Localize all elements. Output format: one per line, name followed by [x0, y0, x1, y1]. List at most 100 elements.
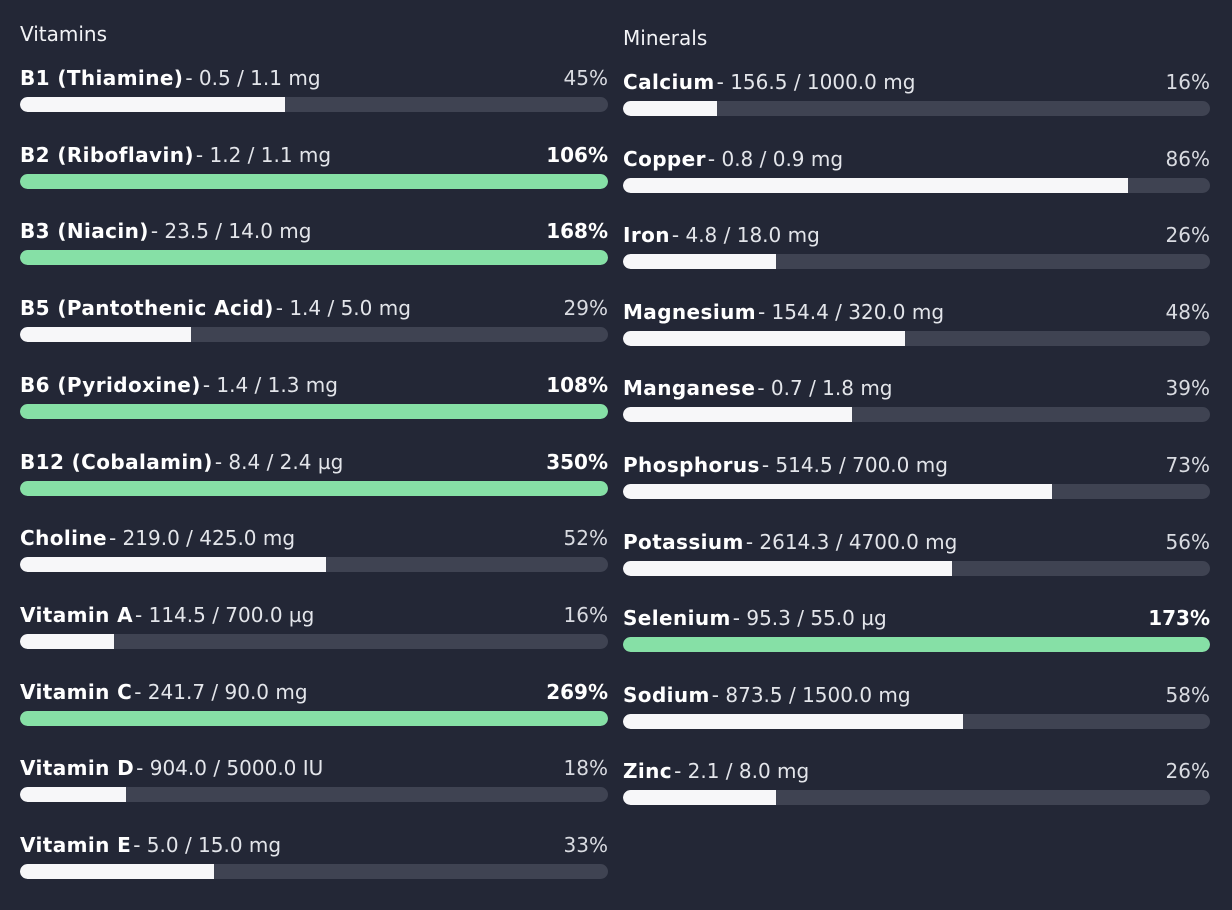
nutrient-percent: 39% — [1165, 376, 1210, 401]
nutrient-header: Potassium - 2614.3 / 4700.0 mg 56% — [623, 528, 1210, 556]
nutrient-amount: - 2614.3 / 4700.0 mg — [745, 529, 958, 554]
nutrient-name: Selenium — [623, 606, 731, 631]
nutrient-row-phosphorus: Phosphorus - 514.5 / 700.0 mg 73% — [623, 451, 1210, 507]
nutrient-header: Vitamin C- 241.7 / 90.0 mg 269% — [20, 678, 608, 706]
progress-track — [623, 637, 1210, 653]
nutrient-header: Sodium - 873.5 / 1500.0 mg 58% — [623, 681, 1210, 709]
progress-fill — [623, 101, 717, 116]
nutrient-header: Choline - 219.0 / 425.0 mg 52% — [20, 524, 608, 552]
progress-fill — [20, 864, 215, 879]
progress-track — [20, 403, 608, 419]
nutrient-amount: - 5.0 / 15.0 mg — [133, 833, 282, 857]
nutrient-header: Manganese - 0.7 / 1.8 mg 39% — [623, 374, 1210, 402]
nutrient-percent: 29% — [563, 296, 608, 321]
progress-fill — [20, 710, 608, 726]
nutrient-header: Iron - 4.8 / 18.0 mg 26% — [623, 221, 1210, 249]
nutrient-percent: 173% — [1148, 606, 1210, 631]
nutrient-header: B6 (Pyridoxine) - 1.4 / 1.3 mg 108% — [20, 371, 608, 399]
progress-track — [623, 484, 1210, 499]
nutrient-row-choline: Choline - 219.0 / 425.0 mg 52% — [20, 524, 608, 580]
nutrient-amount: - 241.7 / 90.0 mg — [134, 679, 308, 704]
progress-fill — [20, 633, 115, 649]
nutrient-name: Vitamin D — [20, 756, 135, 781]
nutrient-percent: 73% — [1165, 453, 1210, 477]
nutrient-amount: - 1.4 / 5.0 mg — [275, 296, 411, 321]
progress-fill — [20, 327, 191, 343]
nutrient-percent: 168% — [546, 219, 608, 244]
progress-track — [20, 864, 608, 879]
progress-fill — [20, 97, 285, 112]
progress-fill — [20, 173, 608, 189]
nutrient-amount: - 1.4 / 1.3 mg — [202, 372, 338, 397]
nutrient-percent: 56% — [1165, 529, 1210, 554]
progress-track — [20, 787, 608, 803]
minerals-title: Minerals — [623, 26, 708, 50]
nutrient-name: B12 (Cobalamin) — [20, 449, 213, 474]
nutrient-header: Calcium - 156.5 / 1000.0 mg 16% — [623, 68, 1210, 96]
nutrient-percent: 26% — [1165, 759, 1210, 784]
progress-track — [20, 710, 608, 726]
progress-fill — [20, 403, 608, 419]
progress-track — [623, 713, 1210, 729]
nutrient-percent: 269% — [546, 679, 608, 704]
nutrient-name: Vitamin E — [20, 833, 132, 857]
progress-fill — [623, 560, 952, 576]
nutrient-name: B1 (Thiamine) — [20, 66, 184, 90]
nutrient-amount: - 156.5 / 1000.0 mg — [716, 70, 916, 94]
nutrient-name: Vitamin A — [20, 602, 134, 627]
nutrient-percent: 45% — [563, 66, 608, 90]
nutrient-row-calcium: Calcium - 156.5 / 1000.0 mg 16% — [623, 68, 1210, 124]
nutrient-amount: - 1.2 / 1.1 mg — [195, 142, 332, 167]
nutrient-amount: - 95.3 / 55.0 µg — [732, 606, 887, 631]
nutrient-name: Zinc — [623, 759, 673, 784]
nutrient-amount: - 114.5 / 700.0 µg — [135, 602, 315, 627]
nutrient-amount: - 0.7 / 1.8 mg — [757, 376, 893, 401]
nutrient-percent: 86% — [1165, 146, 1210, 171]
progress-track — [623, 177, 1210, 193]
progress-fill — [623, 790, 776, 806]
nutrient-header: B1 (Thiamine) - 0.5 / 1.1 mg 45% — [20, 64, 608, 92]
nutrient-row-vitamin-d: Vitamin D- 904.0 / 5000.0 IU 18% — [20, 754, 608, 810]
nutrient-percent: 16% — [1165, 70, 1210, 94]
nutrient-row-potassium: Potassium - 2614.3 / 4700.0 mg 56% — [623, 528, 1210, 584]
nutrient-header: Selenium - 95.3 / 55.0 µg 173% — [623, 604, 1210, 632]
nutrient-percent: 48% — [1165, 299, 1210, 324]
nutrient-header: B12 (Cobalamin) - 8.4 / 2.4 µg 350% — [20, 448, 608, 476]
progress-fill — [623, 254, 776, 270]
progress-track — [623, 790, 1210, 806]
nutrient-percent: 108% — [546, 372, 608, 397]
nutrient-percent: 18% — [563, 756, 608, 781]
nutrient-percent: 33% — [563, 833, 608, 857]
progress-fill — [20, 557, 326, 573]
progress-fill — [623, 330, 905, 346]
nutrient-row-b1-thiamine: B1 (Thiamine) - 0.5 / 1.1 mg 45% — [20, 64, 608, 120]
progress-track — [623, 254, 1210, 270]
progress-fill — [623, 484, 1052, 499]
nutrient-name: B2 (Riboflavin) — [20, 142, 194, 167]
progress-track — [20, 633, 608, 649]
nutrient-amount: - 2.1 / 8.0 mg — [674, 759, 810, 784]
nutrient-row-iron: Iron - 4.8 / 18.0 mg 26% — [623, 221, 1210, 277]
nutrient-name: Iron — [623, 223, 670, 248]
progress-track — [20, 557, 608, 573]
nutrient-row-b12-cobalamin: B12 (Cobalamin) - 8.4 / 2.4 µg 350% — [20, 448, 608, 504]
progress-fill — [20, 250, 608, 266]
progress-fill — [20, 787, 126, 803]
nutrient-header: B5 (Pantothenic Acid) - 1.4 / 5.0 mg 29% — [20, 294, 608, 322]
progress-fill — [623, 637, 1210, 653]
nutrient-percent: 16% — [563, 602, 608, 627]
nutrient-name: Copper — [623, 146, 706, 171]
nutrient-row-selenium: Selenium - 95.3 / 55.0 µg 173% — [623, 604, 1210, 660]
nutrient-amount: - 219.0 / 425.0 mg — [108, 526, 296, 551]
nutrient-row-b3-niacin: B3 (Niacin) - 23.5 / 14.0 mg 168% — [20, 217, 608, 273]
nutrient-percent: 106% — [546, 142, 608, 167]
nutrient-row-b6-pyridoxine: B6 (Pyridoxine) - 1.4 / 1.3 mg 108% — [20, 371, 608, 427]
nutrient-row-manganese: Manganese - 0.7 / 1.8 mg 39% — [623, 374, 1210, 430]
nutrient-amount: - 0.8 / 0.9 mg — [707, 146, 844, 171]
nutrient-name: B5 (Pantothenic Acid) — [20, 296, 274, 321]
nutrient-percent: 350% — [546, 449, 608, 474]
nutrient-amount: - 514.5 / 700.0 mg — [761, 453, 948, 477]
nutrient-percent: 26% — [1165, 223, 1210, 248]
nutrient-header: Vitamin D- 904.0 / 5000.0 IU 18% — [20, 754, 608, 782]
nutrient-amount: - 904.0 / 5000.0 IU — [136, 756, 324, 781]
